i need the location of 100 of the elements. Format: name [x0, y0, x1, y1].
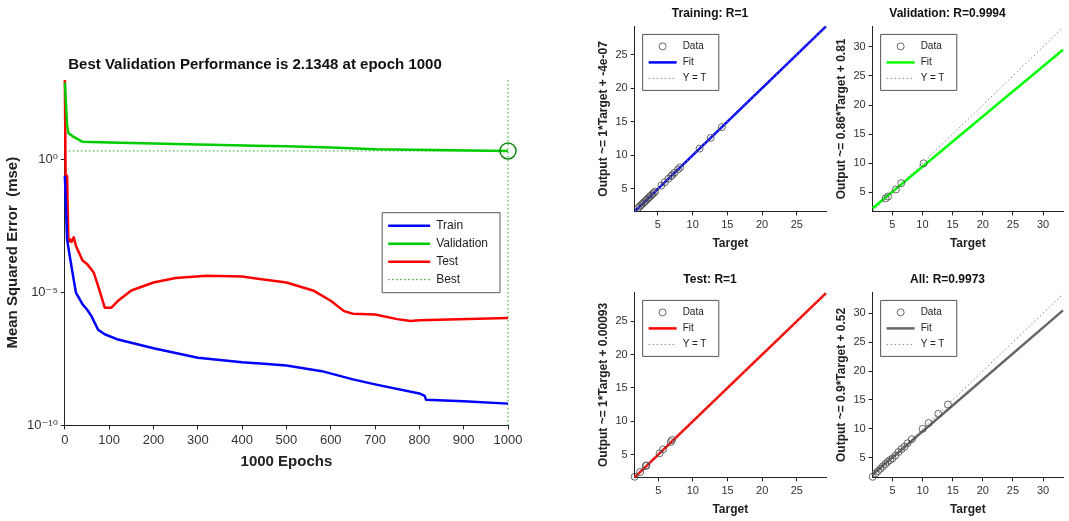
legend-label: Data [920, 40, 943, 52]
legend-label: Best [436, 272, 461, 287]
y-tick-label: 20 [615, 347, 628, 360]
point [944, 400, 952, 409]
legend-label: Fit [682, 322, 694, 334]
legend-label: Validation [436, 236, 489, 251]
y-tick-label: 5 [859, 185, 866, 198]
point [636, 468, 645, 476]
y-tick-label: 5 [859, 450, 866, 463]
point [717, 123, 726, 132]
x-tick-label: 1000 [493, 431, 523, 447]
x-tick-label: 15 [721, 484, 734, 497]
y-tick-label: 30 [853, 39, 866, 52]
point [657, 181, 666, 190]
x-tick-label: 25 [1006, 218, 1020, 231]
x-tick-label: 20 [755, 218, 769, 231]
x-axis-title: Target [712, 502, 749, 517]
x-tick-label: 300 [186, 431, 209, 447]
x-tick-label: 20 [756, 484, 769, 497]
point [881, 460, 890, 468]
point [897, 179, 906, 188]
y-tick-label: 20 [853, 98, 866, 111]
y-tick-label: 5 [621, 181, 628, 194]
x-tick-label: 10 [686, 484, 699, 497]
legend-label: Train [436, 218, 464, 233]
legend-label: Y = T [920, 338, 945, 350]
point [907, 435, 916, 444]
y-tick-label: 10⁻⁵ [31, 284, 58, 300]
y-tick-label: 20 [615, 81, 628, 94]
x-tick-label: 10 [916, 218, 929, 231]
x-tick-label: 100 [98, 431, 121, 447]
point [660, 178, 669, 187]
legend-label: Fit [682, 56, 694, 68]
point [903, 439, 912, 448]
y-axis-title: Mean Squared Error (mse) [3, 156, 21, 349]
x-tick-label: 15 [946, 484, 959, 497]
chart-title: All: R=0.9973 [909, 271, 986, 286]
legend-label: Y = T [682, 72, 707, 84]
point [884, 192, 892, 201]
y-tick-label: 15 [615, 380, 628, 393]
x-tick-label: 200 [142, 431, 165, 447]
point [871, 469, 880, 478]
legend-label: Data [920, 306, 943, 318]
x-axis-title: Target [712, 236, 749, 251]
point [919, 159, 928, 168]
point [676, 163, 685, 172]
x-tick-label: 5 [889, 484, 896, 497]
legend-label: Fit [920, 322, 932, 334]
chart-title: Validation: R=0.9994 [889, 5, 1007, 20]
point [706, 133, 715, 142]
point [664, 174, 673, 183]
y-tick-label: 10⁰ [38, 151, 58, 167]
y-tick-label: 15 [615, 114, 628, 127]
y-axis-title: Output ~= 1*Target + 0.00093 [595, 302, 610, 467]
point [900, 442, 909, 451]
legend-label: Fit [920, 56, 932, 68]
x-axis-title: 1000 Epochs [240, 452, 333, 470]
x-tick-label: 0 [61, 431, 69, 447]
y-tick-label: 25 [615, 314, 628, 327]
point [874, 467, 882, 475]
point [894, 448, 903, 456]
y-tick-label: 10 [615, 148, 628, 161]
point [674, 165, 682, 174]
legend-label: Test [436, 254, 459, 269]
y-tick-label: 10 [853, 156, 866, 169]
y-tick-label: 5 [621, 447, 628, 460]
x-tick-label: 25 [790, 484, 803, 497]
x-tick-label: 10 [916, 484, 929, 497]
x-tick-label: 5 [889, 218, 896, 231]
y-tick-label: 25 [853, 335, 866, 348]
x-axis-title: Target [949, 236, 986, 251]
y-tick-label: 20 [853, 364, 866, 377]
point [883, 457, 892, 466]
y-tick-label: 25 [615, 47, 628, 60]
x-tick-label: 20 [976, 218, 989, 231]
y-tick-label: 10 [615, 414, 628, 427]
y-axis-title: Output ~= 0.9*Target + 0.52 [833, 307, 848, 462]
y-tick-label: 10 [853, 421, 866, 434]
point [881, 194, 890, 203]
y-tick-label: 25 [853, 68, 866, 81]
point [655, 449, 664, 458]
point [918, 424, 927, 433]
point [659, 445, 667, 454]
x-tick-label: 600 [319, 431, 342, 447]
x-tick-label: 25 [790, 218, 803, 231]
legend-label: Y = T [920, 72, 945, 84]
x-tick-label: 25 [1006, 484, 1020, 497]
x-tick-label: 30 [1036, 218, 1050, 231]
chart-title: Test: R=1 [683, 271, 738, 286]
x-tick-label: 700 [364, 431, 386, 447]
x-tick-label: 20 [976, 484, 989, 497]
x-tick-label: 15 [946, 218, 959, 231]
x-tick-label: 800 [408, 431, 431, 447]
x-tick-label: 400 [231, 431, 253, 447]
x-tick-label: 500 [275, 431, 298, 447]
y-tick-label: 15 [853, 392, 866, 405]
y-axis-title: Output ~= 1*Target + -4e-07 [595, 40, 610, 197]
point [924, 419, 933, 427]
x-tick-label: 30 [1037, 484, 1050, 497]
y-tick-label: 10⁻¹⁰ [26, 416, 58, 432]
